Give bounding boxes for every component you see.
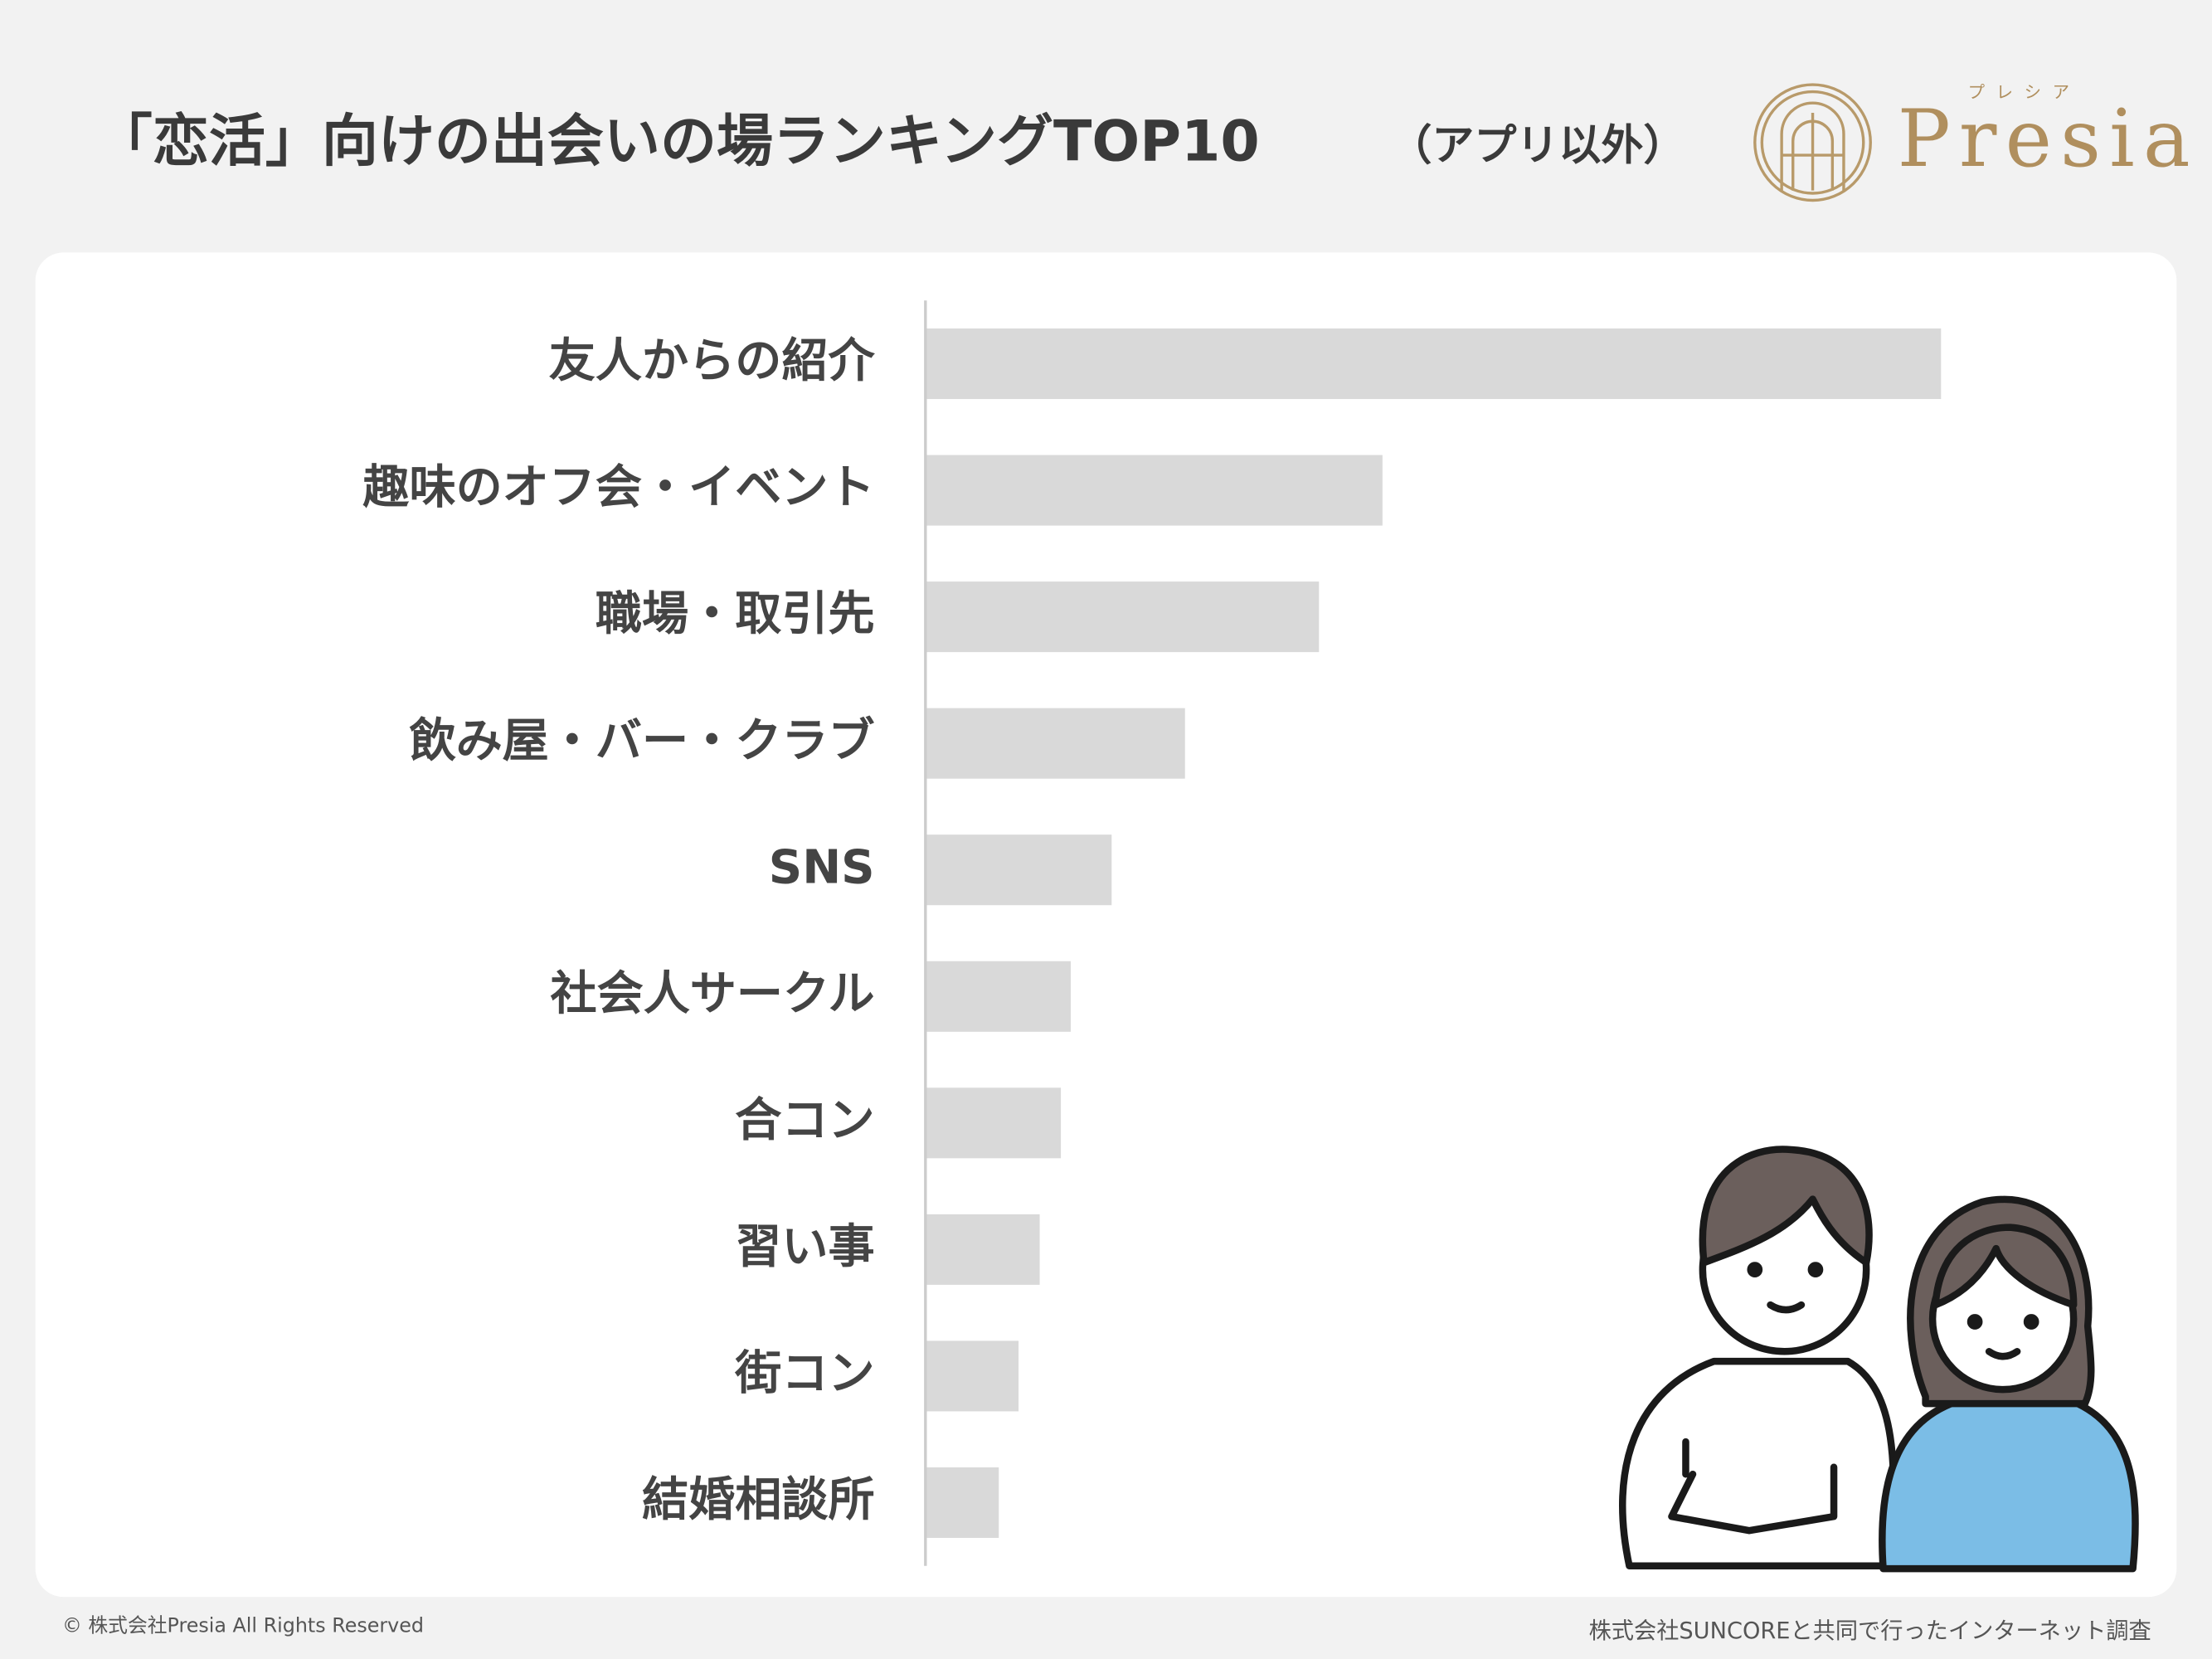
illustration: [1619, 1146, 2139, 1573]
chart-subtitle: （アプリ以外）: [1389, 122, 1685, 171]
category-label: 友人からの紹介: [549, 334, 876, 388]
category-label: 社会人サークル: [550, 967, 874, 1021]
bar: [926, 1214, 1040, 1285]
chart-title: 「恋活」向けの出会いの場ランキングTOP10: [96, 109, 1260, 175]
bar: [926, 328, 1942, 400]
card: [35, 252, 2177, 1598]
bar: [926, 834, 1112, 906]
category-label: 習い事: [735, 1220, 874, 1274]
bar: [926, 581, 1320, 653]
logo-text: Presia: [1898, 94, 2199, 185]
logo-reading: プレシア: [1968, 82, 2081, 102]
copyright: © 株式会社Presia All Rights Reserved: [62, 1613, 424, 1637]
source-note: 株式会社SUNCOREと共同で行ったインターネット調査: [1589, 1618, 2151, 1644]
bar: [926, 1467, 999, 1538]
category-label: 結婚相談所: [642, 1473, 875, 1527]
category-label: 趣味のオフ会・イベント: [362, 461, 874, 515]
bar: [926, 961, 1071, 1032]
bar: [926, 1340, 1019, 1412]
bar: [926, 1087, 1062, 1159]
bar: [926, 455, 1383, 526]
category-label: SNS: [769, 840, 875, 894]
category-label: 街コン: [734, 1347, 874, 1401]
category-label: 職場・取引先: [596, 587, 875, 641]
logo-emblem: [1753, 83, 1872, 202]
category-label: 飲み屋・バー・クラブ: [409, 714, 874, 768]
bar: [926, 708, 1185, 779]
category-label: 合コン: [735, 1093, 874, 1147]
